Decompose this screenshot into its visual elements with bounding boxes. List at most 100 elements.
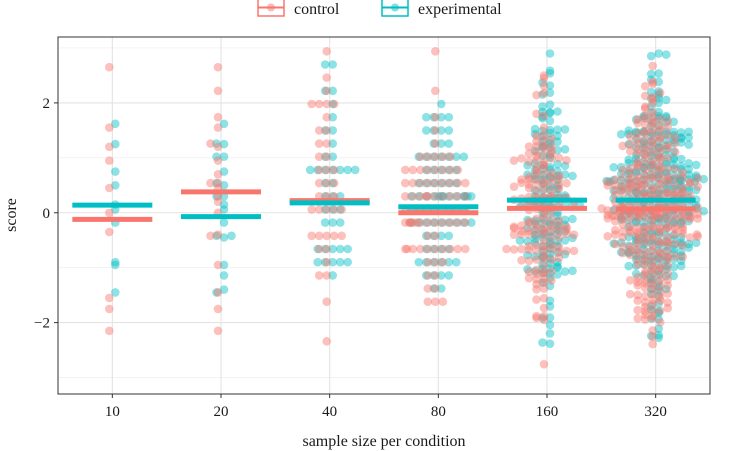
point-experimental — [661, 219, 671, 229]
point-experimental — [676, 238, 686, 247]
point-experimental — [661, 264, 671, 274]
point-experimental — [654, 282, 663, 292]
point-control — [539, 215, 549, 224]
point-control — [532, 295, 541, 304]
point-experimental — [654, 87, 663, 96]
point-experimental — [675, 176, 684, 186]
point-control — [625, 180, 635, 190]
point-experimental — [624, 129, 633, 139]
point-experimental — [212, 178, 221, 188]
point-control — [655, 287, 665, 297]
mean-bars — [72, 189, 696, 222]
point-control — [648, 295, 657, 305]
point-experimental — [654, 187, 663, 196]
point-control — [663, 223, 672, 233]
point-control — [431, 231, 440, 241]
point-control — [329, 231, 339, 241]
point-experimental — [219, 260, 229, 270]
point-control — [655, 237, 665, 246]
point-control — [625, 146, 635, 156]
point-control — [438, 165, 448, 175]
point-control — [655, 293, 665, 302]
point-experimental — [654, 131, 663, 140]
point-control — [655, 179, 665, 189]
point-experimental — [320, 126, 330, 135]
legend-entry-control: control — [257, 0, 340, 18]
point-control — [670, 173, 680, 183]
point-experimental — [467, 218, 476, 227]
point-control — [322, 73, 332, 82]
point-experimental — [646, 75, 656, 84]
point-control — [423, 152, 433, 161]
point-experimental — [111, 181, 120, 190]
point-experimental — [444, 126, 454, 135]
point-control — [532, 186, 541, 196]
point-experimental — [631, 135, 641, 144]
point-experimental — [437, 244, 446, 254]
point-control — [532, 169, 541, 178]
point-experimental — [654, 230, 663, 239]
point-experimental — [654, 291, 663, 300]
point-experimental — [616, 215, 626, 224]
point-experimental — [616, 247, 626, 257]
point-control — [539, 150, 549, 160]
point-control — [625, 140, 635, 149]
point-control — [105, 293, 114, 303]
point-experimental — [654, 77, 663, 87]
point-control — [423, 244, 433, 254]
point-control — [663, 188, 672, 197]
point-control — [438, 244, 448, 254]
point-control — [633, 273, 642, 282]
point-control — [539, 71, 549, 80]
point-experimental — [444, 231, 454, 241]
point-experimental — [437, 165, 446, 175]
point-experimental — [676, 247, 686, 256]
point-control — [663, 172, 672, 181]
point-experimental — [631, 218, 641, 227]
legend-key-experimental-dot — [391, 3, 399, 12]
point-experimental — [616, 213, 626, 222]
point-control — [655, 222, 665, 232]
point-control — [655, 318, 665, 327]
point-experimental — [624, 175, 633, 184]
point-control — [547, 146, 556, 156]
point-control — [678, 182, 687, 192]
point-control — [539, 229, 549, 238]
point-control — [655, 306, 665, 316]
point-control — [509, 230, 519, 239]
point-experimental — [661, 141, 671, 150]
point-experimental — [646, 94, 656, 103]
point-control — [633, 305, 642, 315]
point-experimental — [669, 147, 678, 156]
point-control — [431, 139, 440, 148]
point-control — [524, 149, 534, 158]
point-experimental — [553, 248, 562, 257]
x-tick-label: 160 — [536, 404, 559, 420]
point-experimental — [654, 144, 663, 153]
point-experimental — [646, 215, 656, 225]
point-experimental — [429, 165, 439, 175]
point-experimental — [335, 165, 345, 175]
point-experimental — [553, 262, 562, 271]
point-control — [539, 73, 549, 83]
point-experimental — [414, 152, 424, 161]
point-experimental — [639, 188, 648, 197]
point-control — [423, 297, 433, 307]
point-experimental — [646, 211, 656, 220]
point-experimental — [676, 261, 686, 271]
point-control — [554, 233, 564, 242]
point-experimental — [646, 229, 656, 238]
point-experimental — [654, 93, 663, 103]
point-experimental — [553, 190, 562, 199]
point-control — [524, 183, 534, 193]
point-control — [547, 178, 556, 188]
point-control — [670, 230, 680, 239]
point-control — [640, 142, 650, 151]
point-control — [446, 218, 455, 227]
point-experimental — [669, 218, 678, 228]
point-experimental — [219, 119, 229, 129]
point-experimental — [328, 60, 338, 69]
point-experimental — [605, 177, 615, 186]
point-control — [322, 205, 332, 214]
point-experimental — [444, 218, 454, 227]
